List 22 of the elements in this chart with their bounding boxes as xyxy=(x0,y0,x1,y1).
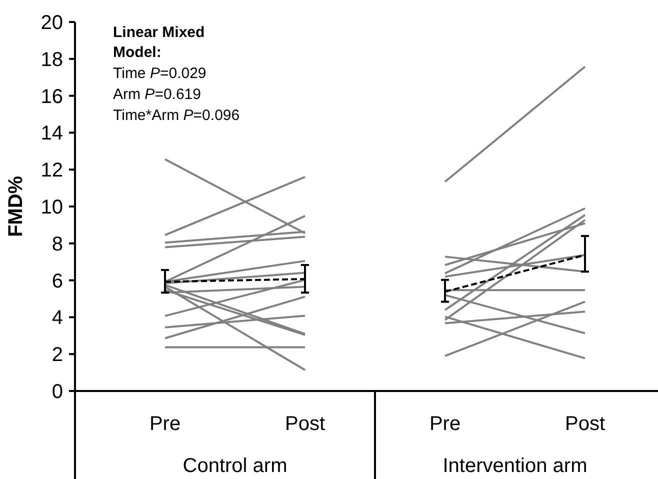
annotation: Linear Mixed Model: xyxy=(113,24,205,61)
annotation: Time P=0.029 xyxy=(113,65,206,82)
y-tick-label: 16 xyxy=(40,86,63,108)
x-tick-label: Post xyxy=(564,413,606,435)
annotation: Arm P=0.619 xyxy=(113,86,201,103)
annotation: Time*Arm P=0.096 xyxy=(113,107,240,124)
x-tick-label: Post xyxy=(284,413,326,435)
y-tick-label: 4 xyxy=(52,307,63,330)
y-tick-label: 18 xyxy=(40,48,63,71)
y-axis-title: FMD% xyxy=(5,176,27,238)
x-tick-label: Pre xyxy=(429,413,461,435)
x-tick-label: Pre xyxy=(149,413,181,435)
x-axis-title: Intervention arm xyxy=(442,455,588,477)
y-tick-label: 8 xyxy=(52,233,63,256)
y-tick-label: 10 xyxy=(40,196,63,218)
y-tick-label: 6 xyxy=(52,270,63,292)
y-tick-label: 14 xyxy=(40,122,63,145)
y-tick-label: 2 xyxy=(52,344,63,366)
y-tick-label: 0 xyxy=(52,381,63,403)
y-tick-label: 20 xyxy=(40,12,63,34)
x-axis-title: Control arm xyxy=(182,455,288,477)
y-tick-label: 12 xyxy=(40,160,63,182)
